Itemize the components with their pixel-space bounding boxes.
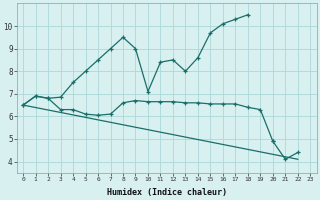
X-axis label: Humidex (Indice chaleur): Humidex (Indice chaleur) xyxy=(107,188,227,197)
